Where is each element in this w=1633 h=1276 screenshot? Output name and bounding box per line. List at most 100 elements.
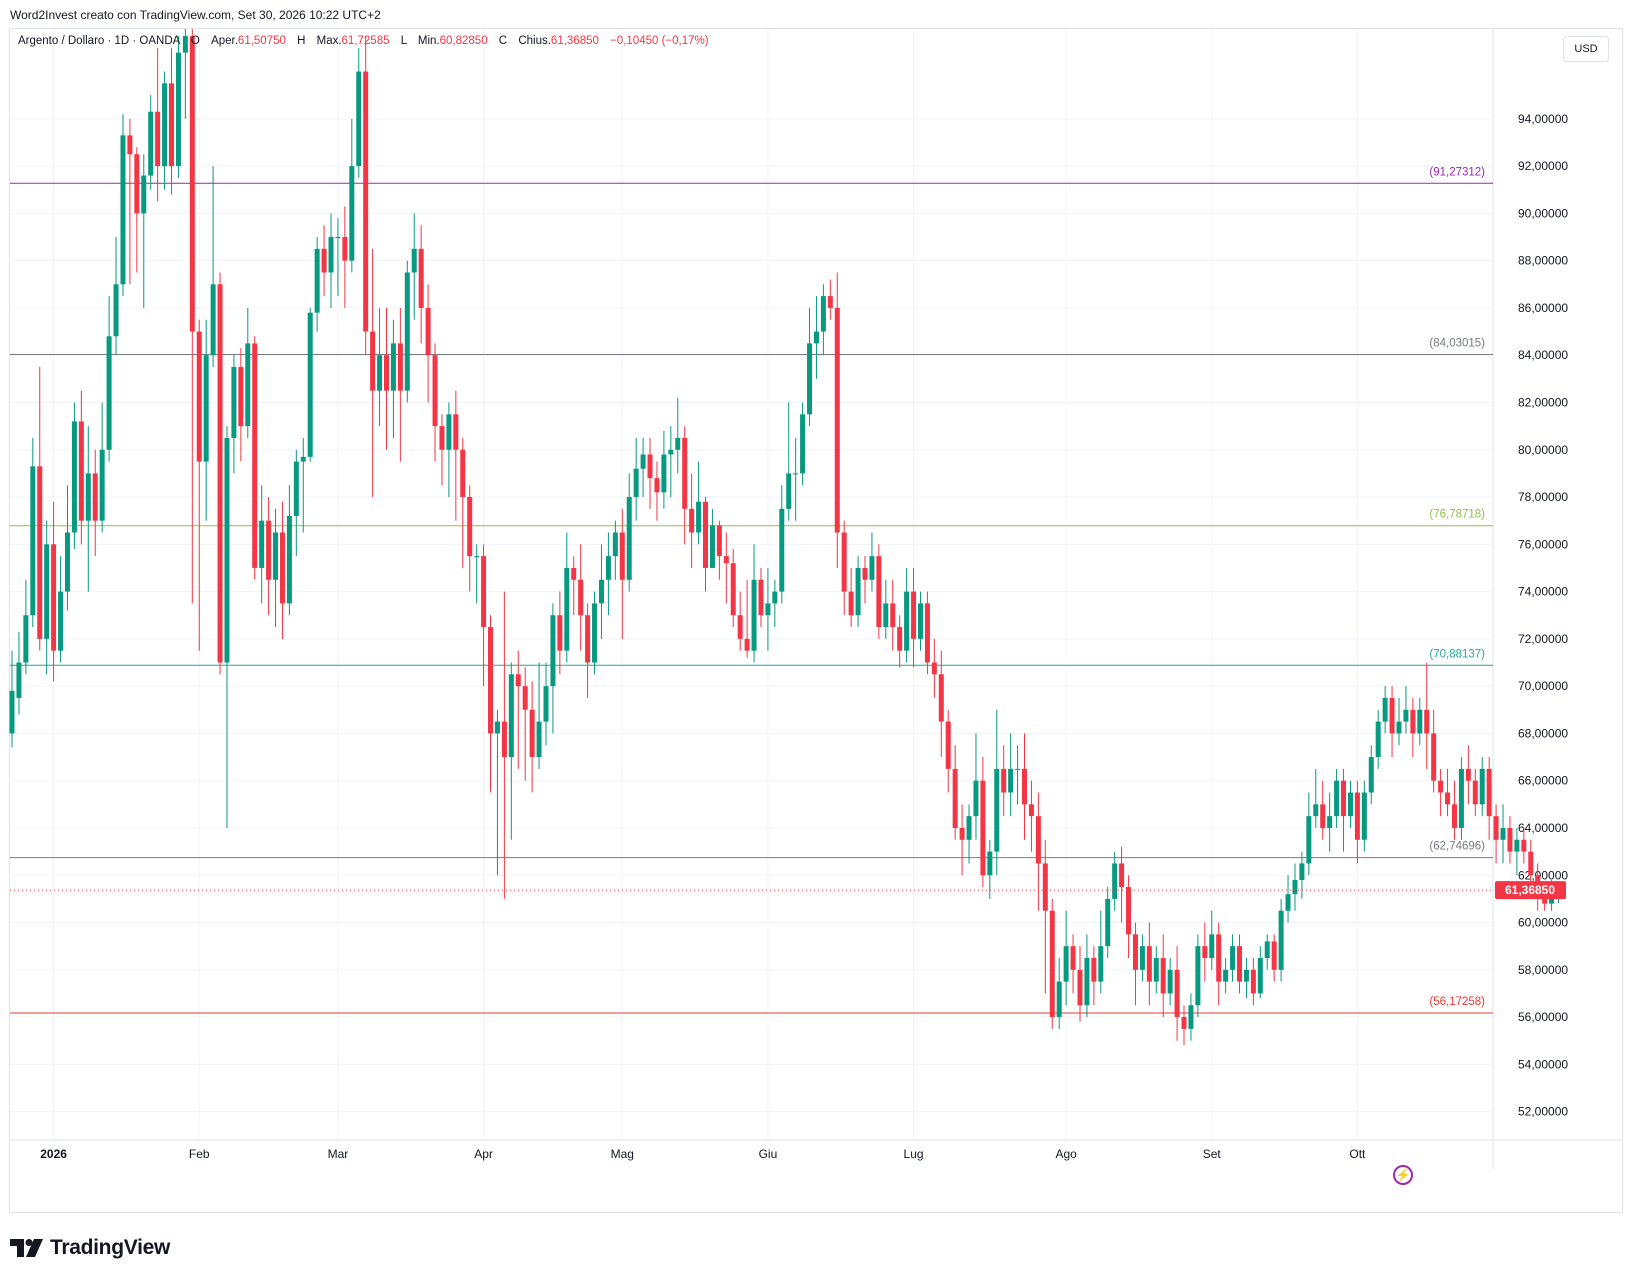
candle-body — [1389, 697, 1395, 734]
candle-body — [980, 780, 986, 876]
close-text: Chius. — [518, 35, 551, 47]
y-tick-label: 78,00000 — [1518, 490, 1568, 504]
candle-body — [418, 248, 424, 308]
candle-body — [321, 248, 327, 273]
tv-logo-icon — [10, 1239, 43, 1257]
candle-body — [862, 567, 868, 580]
candle-body — [1299, 863, 1305, 880]
candle-body — [64, 532, 70, 592]
y-tick-label: 76,00000 — [1518, 537, 1568, 551]
candle-body — [474, 556, 480, 558]
candle-body — [141, 175, 147, 214]
candle-body — [654, 478, 660, 493]
candle-body — [328, 237, 334, 273]
candle-body — [1382, 697, 1388, 722]
candle-body — [917, 603, 923, 639]
candle-body — [231, 367, 237, 438]
candle-body — [1424, 709, 1430, 734]
candle-body — [481, 556, 487, 628]
candle-body — [1063, 946, 1069, 982]
y-tick-label: 52,00000 — [1518, 1105, 1568, 1119]
candle-body — [1361, 792, 1367, 840]
candle-body — [619, 532, 625, 580]
candle-body — [1209, 934, 1215, 958]
candle-body — [224, 437, 230, 663]
candle-body — [162, 83, 168, 167]
candle-body — [1306, 816, 1312, 864]
candle-body — [453, 414, 459, 450]
y-tick-label: 80,00000 — [1518, 443, 1568, 457]
candle-body — [460, 449, 466, 498]
y-tick-label: 74,00000 — [1518, 585, 1568, 599]
candle-body — [1278, 910, 1284, 970]
candle-body — [758, 579, 764, 616]
candle-body — [1153, 957, 1159, 982]
candle-body — [1445, 792, 1451, 805]
candle-body — [293, 461, 299, 516]
candle-body — [689, 508, 695, 533]
candle-body — [890, 603, 896, 628]
candle-body — [1035, 816, 1041, 864]
chart-frame[interactable] — [9, 28, 1623, 1213]
y-tick-label: 62,00000 — [1518, 868, 1568, 882]
candle-body — [467, 497, 473, 557]
candle-body — [1022, 768, 1028, 805]
candle-body — [30, 466, 36, 616]
candle-body — [1341, 780, 1347, 817]
candle-body — [1285, 894, 1291, 911]
close-value: 61,36850 — [550, 35, 599, 47]
candle-body — [279, 532, 285, 604]
candle-body — [9, 690, 15, 734]
candle-body — [1438, 780, 1444, 793]
tradingview-logo: TradingView — [10, 1236, 170, 1260]
candle-body — [931, 662, 937, 675]
candle-body — [772, 591, 778, 604]
x-tick-label: Giu — [759, 1147, 778, 1161]
candle-body — [286, 515, 292, 604]
candle-body — [751, 579, 757, 651]
open-value: 61,50750 — [237, 35, 286, 47]
candle-body — [1271, 941, 1277, 970]
candle-body — [238, 367, 244, 427]
x-tick-label: Mar — [328, 1147, 349, 1161]
candle-body — [439, 426, 445, 450]
candle-body — [113, 284, 119, 337]
candle-body — [675, 437, 681, 450]
candle-body — [1188, 1005, 1194, 1029]
y-tick-label: 70,00000 — [1518, 679, 1568, 693]
candle-body — [855, 567, 861, 616]
candle-body — [869, 556, 875, 580]
candle-body — [1112, 863, 1118, 899]
candle-body — [1139, 946, 1145, 970]
candle-body — [37, 466, 43, 639]
candle-body — [945, 721, 951, 769]
lightning-icon[interactable]: ⚡ — [1393, 1165, 1413, 1185]
candle-body — [1001, 768, 1007, 793]
candle-body — [1375, 721, 1381, 758]
candle-body — [217, 284, 223, 663]
candle-body — [120, 135, 126, 285]
currency-button[interactable]: USD — [1563, 36, 1609, 62]
candle-body — [1410, 709, 1416, 734]
candle-body — [501, 721, 507, 758]
candle-body — [661, 454, 667, 493]
x-tick-label: Set — [1203, 1147, 1222, 1161]
low-value: 60,82850 — [439, 35, 488, 47]
candle-body — [1327, 816, 1333, 828]
candle-body — [612, 532, 618, 557]
candle-body — [1368, 757, 1374, 793]
candle-body — [335, 237, 341, 239]
candle-body — [1070, 946, 1076, 970]
level-label: (70,88137) — [1429, 648, 1485, 660]
candle-body — [1403, 709, 1409, 722]
candle-body — [1320, 804, 1326, 828]
candle-body — [592, 603, 598, 663]
candle-body — [370, 331, 376, 391]
y-tick-label: 58,00000 — [1518, 963, 1568, 977]
candle-body — [1167, 969, 1173, 994]
x-tick-label: Ago — [1055, 1147, 1077, 1161]
candle-body — [148, 111, 154, 176]
candle-body — [1195, 946, 1201, 1006]
candle-body — [1507, 827, 1513, 852]
